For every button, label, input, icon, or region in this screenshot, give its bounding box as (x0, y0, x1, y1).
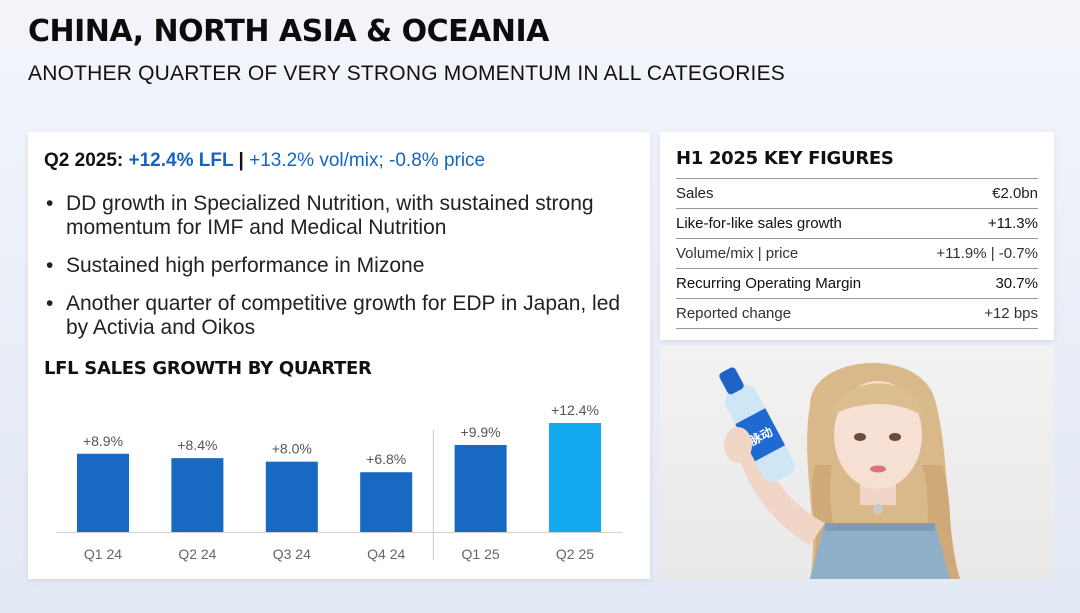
row-value: +11.3% (909, 208, 1038, 239)
bar-value-label: +12.4% (551, 402, 599, 418)
bar-value-label: +8.0% (272, 441, 312, 457)
table-row: Volume/mix | price +11.9% | -0.7% (676, 238, 1038, 269)
chart-bar (454, 444, 507, 532)
bar-value-label: +9.9% (461, 424, 501, 440)
product-photo: 脉动 (660, 345, 1054, 579)
chart-bar (171, 458, 224, 532)
summary-separator: | (233, 150, 250, 171)
bar-value-label: +6.8% (366, 451, 406, 467)
highlights-list: • DD growth in Specialized Nutrition, wit… (44, 192, 644, 354)
key-figures-title: H1 2025 KEY FIGURES (676, 148, 894, 169)
bullet-dot-icon: • (46, 292, 54, 315)
table-row: Recurring Operating Margin 30.7% (676, 268, 1038, 299)
page-title: CHINA, NORTH ASIA & OCEANIA (28, 14, 549, 49)
chart-title: LFL SALES GROWTH BY QUARTER (44, 358, 372, 379)
bullet-dot-icon: • (46, 192, 54, 215)
table-row: Sales €2.0bn (676, 178, 1038, 209)
summary-lfl: +12.4% LFL (128, 150, 234, 171)
chart-bar (360, 472, 413, 532)
row-value: +11.9% | -0.7% (909, 238, 1038, 269)
highlight-text: Another quarter of competitive growth fo… (66, 292, 621, 339)
highlight-item: • DD growth in Specialized Nutrition, wit… (44, 192, 644, 240)
highlight-text: Sustained high performance in Mizone (66, 254, 425, 277)
summary-period: Q2 2025: (44, 150, 129, 171)
category-tick-label: Q1 24 (84, 546, 122, 562)
lfl-bar-chart: +8.9% Q1 24 +8.4% Q2 24 +8.0% Q3 24 +6.8% Q4 24… (56, 402, 622, 562)
row-value: +12 bps (909, 298, 1038, 329)
category-tick-label: Q1 25 (462, 546, 500, 562)
performance-card: Q2 2025: +12.4% LFL | +13.2% vol/mix; -0… (28, 132, 650, 579)
category-tick-label: Q4 24 (367, 546, 405, 562)
row-value: €2.0bn (909, 178, 1038, 209)
key-figures-card: H1 2025 KEY FIGURES Sales €2.0bn Like-for… (660, 132, 1054, 340)
chart-bar (77, 453, 129, 532)
category-tick-label: Q3 24 (273, 546, 311, 562)
row-label: Like-for-like sales growth (676, 208, 910, 239)
table-row: Like-for-like sales growth +11.3% (676, 208, 1038, 239)
highlight-item: • Sustained high performance in Mizone (44, 254, 644, 278)
row-label: Recurring Operating Margin (676, 268, 910, 299)
row-label: Volume/mix | price (676, 238, 910, 269)
table-row: Reported change +12 bps (676, 298, 1038, 329)
highlight-item: • Another quarter of competitive growth f… (44, 292, 644, 340)
chart-bar (549, 423, 601, 532)
row-label: Sales (676, 178, 910, 209)
highlight-text: DD growth in Specialized Nutrition, with… (66, 192, 594, 239)
summary-detail: +13.2% vol/mix; -0.8% price (249, 150, 486, 171)
bar-value-label: +8.9% (83, 433, 123, 449)
row-value: 30.7% (909, 268, 1038, 299)
key-figures-table: Sales €2.0bn Like-for-like sales growth +1… (676, 178, 1038, 329)
quarter-summary: Q2 2025: +12.4% LFL | +13.2% vol/mix; -0… (44, 150, 485, 172)
row-label: Reported change (676, 298, 910, 329)
category-tick-label: Q2 24 (178, 546, 216, 562)
category-tick-label: Q2 25 (556, 546, 594, 562)
page-subtitle: ANOTHER QUARTER OF VERY STRONG MOMENTUM … (28, 62, 786, 85)
bullet-dot-icon: • (46, 254, 54, 277)
mizone-model-illustration: 脉动 (719, 362, 960, 579)
bar-value-label: +8.4% (177, 437, 217, 453)
chart-bar (265, 461, 318, 532)
